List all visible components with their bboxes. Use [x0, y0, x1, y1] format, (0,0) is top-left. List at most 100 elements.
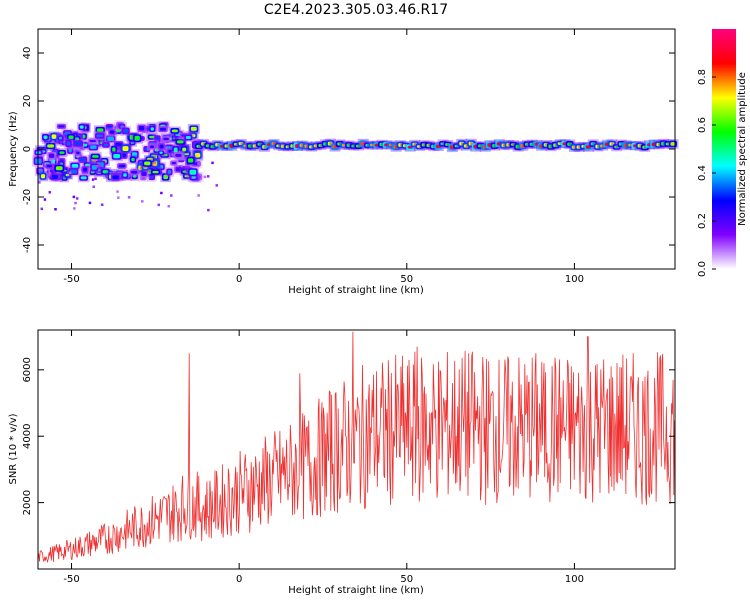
spectrogram-faint-cell — [116, 190, 119, 193]
spectrogram-scatter-cell — [163, 174, 168, 180]
spectrogram-scatter-cell — [69, 169, 77, 174]
spectrogram-faint-cell — [51, 172, 54, 175]
snr-series-line — [38, 331, 675, 564]
colorbar-tick-label: 0.8 — [697, 69, 708, 85]
snr-xtick-label: 0 — [236, 574, 242, 585]
spectrogram-ridge-cell — [670, 142, 676, 146]
spectrogram-scatter-cell — [76, 150, 80, 155]
spectrogram-faint-cell — [95, 165, 99, 168]
spectrogram-scatter-cell — [43, 135, 48, 140]
spectrogram-ridge-cell — [407, 145, 413, 149]
spectrogram-scatter-cell — [173, 147, 178, 153]
spectrogram-scatter-cell — [122, 146, 129, 152]
spectrogram-scatter-cell — [82, 143, 88, 147]
spectrogram-scatter-cell — [171, 129, 178, 133]
spectrogram-scatter-cell — [89, 139, 97, 143]
spectrogram-scatter-cell — [171, 161, 177, 165]
spectrogram-faint-cell — [180, 167, 184, 171]
spectrogram-ytick-label: 40 — [22, 47, 33, 60]
spectrogram-scatter-cell — [185, 135, 191, 140]
spectrogram-ticks: -50 0 50 100 -40 -20 0 20 40 — [22, 29, 675, 285]
spectrogram-scatter-cell — [113, 154, 121, 159]
spectrogram-scatter-cell — [194, 152, 201, 158]
spectrogram-scatter-cell — [59, 159, 64, 162]
spectrogram-scatter-cell — [190, 126, 197, 131]
spectrogram-scatter-cell — [123, 173, 127, 177]
snr-ticks: -50 0 50 100 2000 4000 6000 — [22, 330, 675, 585]
spectrogram-faint-cell — [38, 181, 41, 184]
spectrogram-scatter-cell — [103, 143, 109, 147]
spectrogram-scatter-cell — [131, 170, 138, 174]
spectrogram-scatter-cell — [46, 165, 52, 168]
spectrogram-scatter-cell — [175, 166, 182, 172]
spectrogram-faint-cell — [141, 200, 144, 203]
figure-title: C2E4.2023.305.03.46.R17 — [264, 2, 448, 18]
spectrogram-xtick-label: 100 — [565, 274, 584, 285]
spectrogram-scatter-cell — [191, 134, 196, 138]
spectrogram-scatter-cell — [149, 135, 155, 139]
spectrogram-scatter-cell — [144, 147, 149, 151]
spectrogram-scatter-cell — [178, 158, 183, 161]
spectrogram-xlabel: Height of straight line (km) — [288, 285, 424, 296]
spectrogram-ytick-label: -40 — [22, 237, 33, 253]
spectrogram-faint-cell — [127, 196, 131, 199]
snr-xtick-label: -50 — [63, 574, 79, 585]
spectrogram-scatter-cell — [144, 161, 151, 166]
spectrogram-faint-cell — [74, 201, 77, 205]
spectrogram-scatter-cell — [132, 152, 138, 157]
spectrogram-faint-cell — [75, 197, 79, 200]
spectrogram-faint-cell — [160, 191, 163, 195]
spectrogram-faint-cell — [57, 162, 61, 165]
spectrogram-faint-cell — [211, 161, 214, 165]
spectrogram-faint-cell — [105, 175, 109, 179]
colorbar-gradient — [712, 29, 736, 269]
spectrogram-scatter-cell — [102, 170, 109, 174]
spectrogram-faint-cell — [206, 175, 210, 178]
spectrogram-scatter-cell — [90, 171, 95, 174]
spectrogram-scatter-cell — [159, 144, 164, 149]
spectrogram-scatter-cell — [150, 175, 154, 179]
spectrogram-ylabel: Frequency (Hz) — [8, 111, 19, 187]
spectrogram-scatter-cell — [190, 176, 196, 179]
snr-ylabel: SNR (10 * v/v) — [8, 413, 19, 484]
spectrogram-scatter-cell — [58, 125, 65, 128]
spectrogram-scatter-cell — [118, 164, 126, 168]
spectrogram-scatter-cell — [91, 165, 97, 170]
spectrogram-scatter-cell — [90, 145, 97, 150]
spectrogram-scatter-cell — [112, 147, 116, 152]
spectrogram-faint-cell — [215, 184, 219, 187]
spectrogram-scatter-cell — [138, 125, 145, 131]
spectrogram-ytick-label: 0 — [22, 146, 33, 152]
colorbar: 0.0 0.2 0.4 0.6 0.8 Normalized spectral ampl… — [697, 29, 748, 277]
spectrogram-scatter-cell — [138, 165, 143, 171]
spectrogram-ytick-label: 20 — [22, 95, 33, 108]
spectrogram-heatmap — [32, 120, 679, 212]
spectrogram-scatter-cell — [115, 142, 122, 147]
spectrogram-scatter-cell — [176, 140, 184, 144]
spectrogram-scatter-cell — [80, 176, 87, 180]
spectrogram-faint-cell — [48, 191, 52, 194]
spectrogram-faint-cell — [207, 208, 210, 212]
spectrogram-faint-cell — [170, 194, 173, 197]
spectrogram-scatter-cell — [58, 136, 63, 140]
spectrogram-scatter-cell — [79, 125, 84, 129]
spectrogram-scatter-cell — [59, 151, 65, 154]
spectrogram-faint-cell — [100, 203, 104, 207]
spectrogram-scatter-cell — [123, 128, 129, 133]
spectrogram-scatter-cell — [159, 151, 163, 154]
spectrogram-faint-cell — [94, 177, 97, 180]
spectrogram-scatter-cell — [51, 134, 57, 139]
spectrogram-xtick-label: 50 — [400, 274, 413, 285]
spectrogram-faint-cell — [43, 198, 47, 201]
snr-ytick-label: 4000 — [22, 423, 33, 448]
spectrogram-faint-cell — [38, 168, 41, 172]
spectrogram-faint-cell — [88, 201, 92, 205]
spectrogram-scatter-cell — [109, 130, 115, 134]
spectrogram-faint-cell — [92, 185, 95, 189]
snr-ytick-label: 2000 — [22, 490, 33, 515]
spectrogram-ytick-label: -20 — [22, 189, 33, 205]
snr-xtick-label: 100 — [565, 574, 584, 585]
spectrogram-scatter-cell — [120, 125, 124, 128]
spectrogram-xtick-label: -50 — [63, 274, 79, 285]
spectrogram-faint-cell — [91, 178, 95, 181]
